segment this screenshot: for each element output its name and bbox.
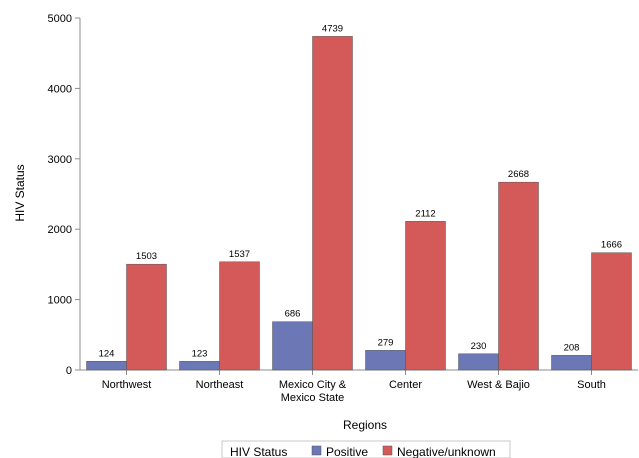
legend-border [221, 440, 511, 458]
x-tick-label-mexico-city-mexico-state: Mexico City & Mexico State [279, 379, 347, 404]
legend-swatch-negative-unknown [382, 445, 393, 456]
x-tick-label-northeast: Northeast [196, 379, 244, 391]
y-tick-label: 5000 [48, 13, 72, 25]
bar-positive-mexico-city-mexico-state [272, 321, 313, 371]
y-axis-title: HIV Status [13, 164, 27, 221]
x-tick-label-south: South [577, 379, 606, 391]
legend-label-positive: Positive [326, 445, 368, 458]
legend-swatch-positive [311, 445, 322, 456]
data-label-negative-unknown-center: 2112 [415, 208, 435, 219]
x-tick-label-west-bajio: West & Bajio [467, 379, 530, 391]
data-label-positive-south: 208 [564, 342, 580, 353]
bar-positive-center [365, 350, 406, 371]
data-labels: 124 1503 123 1537 686 4739 279 2112 230 2668 208 16… [99, 23, 623, 359]
bar-negative-unknown-west-bajio [498, 181, 539, 371]
bar-positive-south [551, 355, 592, 371]
axes: 0 1000 2000 3000 4000 5000 Northwest Northeast M… [48, 13, 638, 404]
y-tick-label: 4000 [48, 83, 72, 95]
data-label-negative-unknown-northeast: 1537 [229, 249, 250, 260]
bar-positive-west-bajio [458, 353, 499, 371]
bar-negative-unknown-mexico-city-mexico-state [312, 36, 353, 371]
data-label-positive-center: 279 [378, 337, 394, 348]
data-label-positive-mexico-city-mexico-state: 686 [285, 309, 301, 320]
bar-negative-unknown-center [405, 221, 446, 371]
data-label-negative-unknown-west-bajio: 2668 [508, 169, 529, 180]
data-label-negative-unknown-mexico-city-mexico-state: 4739 [322, 23, 343, 34]
bar-negative-unknown-northwest [126, 263, 167, 371]
data-label-negative-unknown-northwest: 1503 [136, 251, 157, 262]
data-label-positive-west-bajio: 230 [471, 341, 487, 352]
x-axis-title: Regions [343, 418, 387, 432]
y-tick-label: 3000 [48, 154, 72, 166]
y-tick-label: 1000 [48, 295, 72, 307]
bars [86, 36, 632, 371]
bar-positive-northwest [86, 361, 127, 371]
x-tick-label-center: Center [389, 379, 422, 391]
legend-title: HIV Status [230, 445, 287, 458]
y-tick-label: 2000 [48, 224, 72, 236]
legend-label-negative-unknown: Negative/unknown [397, 445, 496, 458]
bar-negative-unknown-northeast [219, 261, 260, 371]
data-label-negative-unknown-south: 1666 [601, 240, 622, 251]
x-tick-label-northwest: Northwest [102, 379, 152, 391]
bar-negative-unknown-south [591, 252, 632, 371]
data-label-positive-northwest: 124 [99, 348, 115, 359]
bar-positive-northeast [179, 361, 220, 371]
data-label-positive-northeast: 123 [192, 348, 208, 359]
y-tick-label: 0 [66, 365, 72, 377]
legend: HIV Status Positive Negative/unknown [221, 440, 511, 458]
